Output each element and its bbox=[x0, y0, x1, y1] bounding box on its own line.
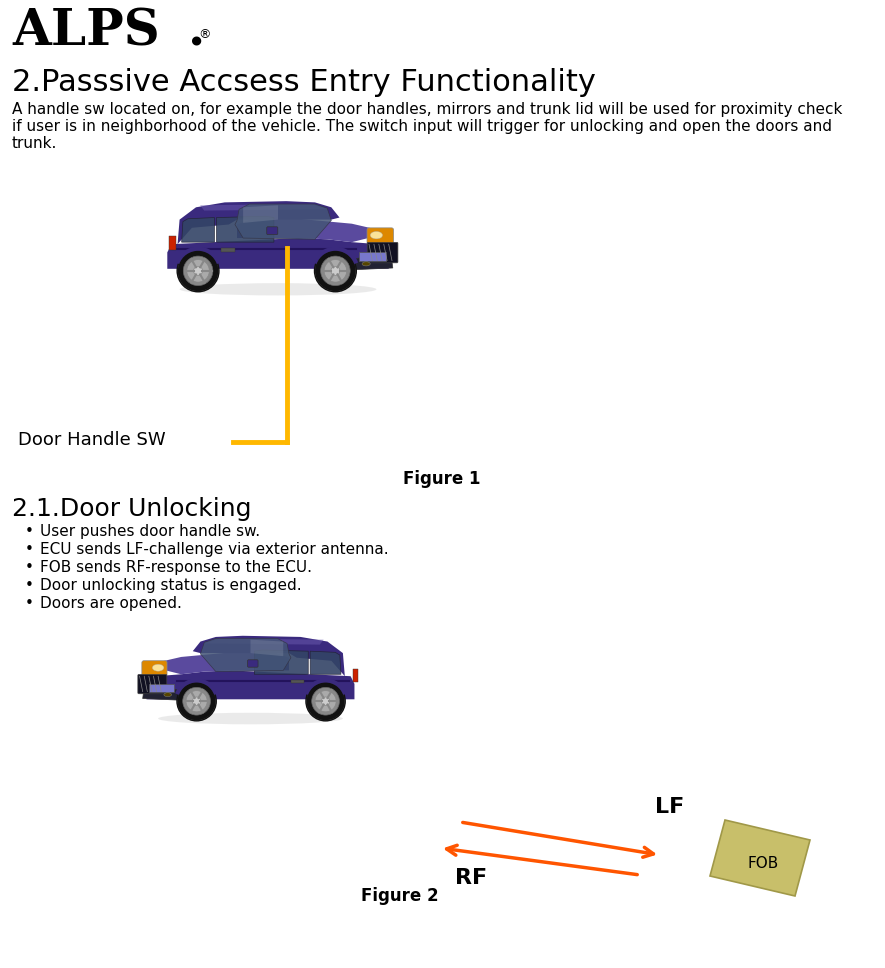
Polygon shape bbox=[310, 651, 341, 675]
Polygon shape bbox=[250, 640, 283, 656]
Polygon shape bbox=[167, 238, 391, 269]
Ellipse shape bbox=[315, 690, 336, 711]
Polygon shape bbox=[193, 636, 345, 677]
Ellipse shape bbox=[306, 682, 345, 720]
Polygon shape bbox=[156, 652, 289, 675]
Bar bbox=[291, 681, 304, 683]
Ellipse shape bbox=[177, 682, 216, 720]
Polygon shape bbox=[144, 671, 355, 699]
Polygon shape bbox=[243, 205, 278, 223]
Polygon shape bbox=[237, 219, 379, 242]
Ellipse shape bbox=[321, 697, 330, 706]
Ellipse shape bbox=[312, 687, 340, 715]
Bar bbox=[359, 253, 386, 261]
Ellipse shape bbox=[186, 690, 207, 711]
Text: •: • bbox=[25, 542, 34, 557]
Polygon shape bbox=[217, 216, 273, 242]
Ellipse shape bbox=[178, 251, 219, 291]
Bar bbox=[150, 684, 174, 692]
Bar bbox=[220, 249, 235, 252]
FancyBboxPatch shape bbox=[266, 227, 278, 234]
Text: FOB: FOB bbox=[747, 856, 779, 870]
Ellipse shape bbox=[320, 257, 350, 286]
Text: trunk.: trunk. bbox=[12, 136, 58, 151]
Text: Door Handle SW: Door Handle SW bbox=[18, 431, 165, 449]
Ellipse shape bbox=[183, 257, 212, 286]
Polygon shape bbox=[710, 820, 810, 896]
Polygon shape bbox=[204, 639, 324, 645]
Text: RF: RF bbox=[455, 868, 487, 888]
Text: .: . bbox=[188, 8, 205, 57]
Text: ALPS: ALPS bbox=[12, 8, 160, 57]
Ellipse shape bbox=[158, 712, 342, 724]
Text: •: • bbox=[25, 524, 34, 539]
Text: ®: ® bbox=[198, 28, 211, 41]
FancyBboxPatch shape bbox=[367, 242, 398, 263]
Text: FOB sends RF-response to the ECU.: FOB sends RF-response to the ECU. bbox=[40, 560, 312, 575]
Ellipse shape bbox=[370, 231, 382, 239]
Text: Doors are opened.: Doors are opened. bbox=[40, 596, 182, 611]
Bar bbox=[352, 669, 358, 682]
Polygon shape bbox=[200, 204, 327, 211]
Text: ECU sends LF-challenge via exterior antenna.: ECU sends LF-challenge via exterior ante… bbox=[40, 542, 389, 557]
Ellipse shape bbox=[187, 259, 210, 282]
FancyBboxPatch shape bbox=[138, 675, 166, 694]
Ellipse shape bbox=[152, 664, 164, 671]
Ellipse shape bbox=[194, 266, 203, 275]
Ellipse shape bbox=[180, 284, 376, 295]
Polygon shape bbox=[235, 204, 331, 239]
Ellipse shape bbox=[164, 693, 172, 697]
Polygon shape bbox=[200, 639, 291, 672]
Text: LF: LF bbox=[655, 797, 684, 817]
Text: •: • bbox=[25, 560, 34, 575]
Polygon shape bbox=[142, 684, 177, 700]
Ellipse shape bbox=[182, 687, 211, 715]
Polygon shape bbox=[181, 218, 214, 242]
Text: 2.Passsive Accsess Entry Functionality: 2.Passsive Accsess Entry Functionality bbox=[12, 68, 596, 97]
Ellipse shape bbox=[362, 261, 370, 266]
Bar bbox=[169, 236, 175, 251]
Ellipse shape bbox=[192, 697, 201, 706]
Polygon shape bbox=[254, 650, 308, 675]
Ellipse shape bbox=[315, 251, 356, 291]
Text: •: • bbox=[25, 596, 34, 611]
FancyBboxPatch shape bbox=[248, 660, 258, 667]
Text: if user is in neighborhood of the vehicle. The switch input will trigger for unl: if user is in neighborhood of the vehicl… bbox=[12, 119, 832, 134]
Text: 2.1.Door Unlocking: 2.1.Door Unlocking bbox=[12, 497, 251, 521]
Text: •: • bbox=[25, 578, 34, 593]
Text: Door unlocking status is engaged.: Door unlocking status is engaged. bbox=[40, 578, 302, 593]
Polygon shape bbox=[178, 201, 340, 244]
Text: Figure 2: Figure 2 bbox=[361, 887, 439, 905]
FancyBboxPatch shape bbox=[142, 661, 167, 677]
Text: User pushes door handle sw.: User pushes door handle sw. bbox=[40, 524, 260, 539]
Ellipse shape bbox=[331, 266, 340, 275]
FancyBboxPatch shape bbox=[367, 227, 394, 244]
Polygon shape bbox=[356, 253, 393, 270]
Text: Figure 1: Figure 1 bbox=[404, 470, 481, 488]
Ellipse shape bbox=[324, 259, 347, 282]
Text: A handle sw located on, for example the door handles, mirrors and trunk lid will: A handle sw located on, for example the … bbox=[12, 102, 843, 117]
